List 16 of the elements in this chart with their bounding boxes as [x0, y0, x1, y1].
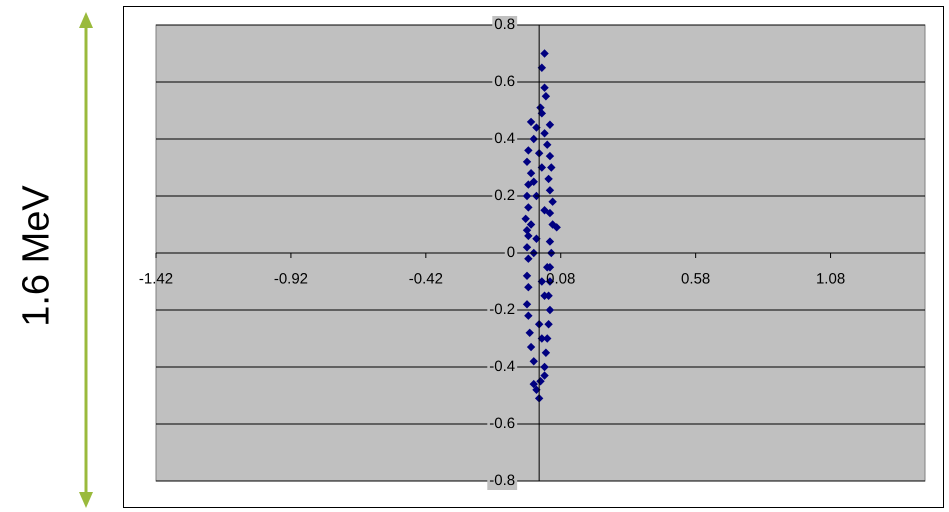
x-tick-label: 0.08	[546, 270, 576, 288]
y-tick-label: 0	[506, 244, 516, 262]
y-tick-label: 0.8	[494, 16, 516, 34]
y-tick-label: -0.8	[489, 472, 516, 490]
y-tick-label: 0.4	[494, 130, 516, 148]
y-tick-label: 0.6	[494, 73, 516, 90]
y-axis-title: 1.6 MeV	[16, 185, 58, 327]
y-tick-label: -0.2	[489, 301, 516, 318]
x-tick-label: -0.92	[274, 270, 308, 288]
x-tick-label: -0.42	[408, 270, 443, 288]
x-tick-label: 1.08	[816, 270, 846, 288]
x-tick-label: 0.58	[681, 270, 710, 288]
y-tick-label: 0.2	[494, 187, 516, 204]
y-tick-label: -0.6	[489, 415, 516, 432]
y-tick-label: -0.4	[489, 358, 516, 376]
x-tick-label: -1.42	[138, 270, 174, 288]
